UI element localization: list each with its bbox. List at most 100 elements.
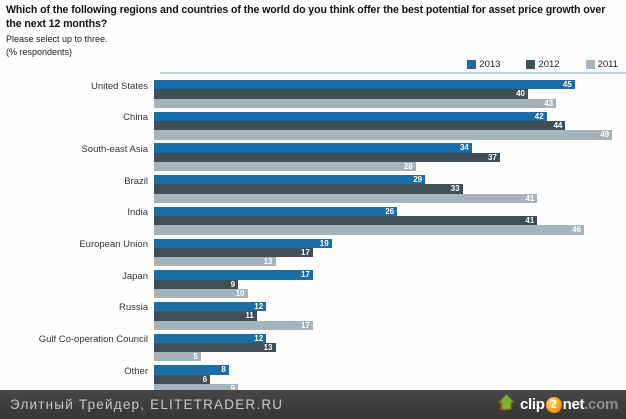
bar-value-label: 33 bbox=[450, 184, 460, 194]
bar-group: 8 6 9 bbox=[154, 365, 239, 394]
bar-2011: 17 bbox=[154, 320, 313, 330]
clip2net-badge-2: 2 bbox=[545, 396, 562, 413]
bar-group: 12 13 5 bbox=[154, 333, 276, 362]
bar-value-label: 13 bbox=[263, 257, 273, 267]
bar-value-label: 9 bbox=[230, 279, 236, 289]
legend-label: 2012 bbox=[538, 58, 560, 70]
chart-row: Russia 12 11 17 bbox=[0, 301, 626, 330]
bar-2012: 40 bbox=[154, 89, 528, 99]
bar-value-label: 5 bbox=[193, 352, 198, 362]
bar-2013: 34 bbox=[154, 143, 472, 153]
legend-label: 2013 bbox=[479, 58, 501, 70]
bar-2011: 9 bbox=[154, 383, 239, 394]
bar-value-label: 17 bbox=[300, 320, 310, 330]
bar-2011: 5 bbox=[154, 352, 201, 362]
bar-2011: 10 bbox=[154, 288, 248, 299]
category-label: Brazil bbox=[124, 175, 148, 187]
bar-value-label: 8 bbox=[221, 365, 226, 375]
chart-row: United States 45 40 43 bbox=[0, 80, 626, 108]
category-label: United States bbox=[90, 80, 148, 92]
bar-value-label: 43 bbox=[544, 98, 554, 108]
bar-group: 42 44 49 bbox=[154, 111, 613, 140]
bar-value-label: 17 bbox=[300, 270, 310, 280]
bar-2013: 26 bbox=[154, 206, 398, 217]
clip2net-text-com: .com bbox=[584, 396, 618, 413]
bar-group: 29 33 41 bbox=[154, 175, 538, 204]
chart-header: Which of the following regions and count… bbox=[0, 0, 626, 57]
bar-2013: 12 bbox=[154, 301, 267, 312]
bar-2012: 11 bbox=[154, 311, 257, 321]
legend-swatch-icon bbox=[585, 59, 595, 69]
bar-value-label: 42 bbox=[534, 111, 544, 121]
legend-label: 2011 bbox=[597, 58, 618, 70]
category-label: South-east Asia bbox=[81, 143, 148, 155]
bar-value-label: 19 bbox=[319, 238, 329, 248]
chart-row: Other 8 6 9 bbox=[0, 365, 626, 394]
footer-bar: Элитный Трейдер, ELITETRADER.RU clip 2 n… bbox=[0, 390, 626, 419]
bar-value-label: 13 bbox=[263, 342, 273, 352]
bar-value-label: 12 bbox=[254, 333, 264, 343]
legend-swatch-icon bbox=[467, 59, 477, 69]
bar-2011: 49 bbox=[154, 130, 613, 140]
legend-item-2012: 2012 bbox=[526, 58, 560, 70]
bar-2011: 46 bbox=[154, 225, 585, 235]
category-label: India bbox=[127, 207, 148, 219]
site-label: Элитный Трейдер, ELITETRADER.RU bbox=[10, 397, 284, 412]
bar-2012: 6 bbox=[154, 374, 211, 384]
category-label: Russia bbox=[118, 302, 148, 314]
bar-2011: 28 bbox=[154, 162, 416, 172]
category-label: China bbox=[123, 112, 148, 124]
chart-row: Japan 17 9 10 bbox=[0, 270, 626, 299]
bar-2012: 41 bbox=[154, 216, 538, 226]
chart-title: Which of the following regions and count… bbox=[6, 4, 606, 30]
bar-2012: 17 bbox=[154, 247, 313, 258]
bar-value-label: 44 bbox=[553, 121, 563, 131]
bar-2012: 37 bbox=[154, 152, 500, 163]
bar-value-label: 9 bbox=[230, 383, 236, 393]
chart-row: China 42 44 49 bbox=[0, 111, 626, 140]
plot-top-rule bbox=[160, 72, 626, 75]
category-label: Japan bbox=[122, 270, 148, 282]
chart-rows: United States 45 40 43 China 42 44 49 South-east… bbox=[0, 72, 626, 394]
clip2net-text-clip: clip bbox=[519, 396, 545, 413]
bar-2011: 43 bbox=[154, 98, 557, 108]
clip2net-logo[interactable]: clip 2 net .com bbox=[497, 393, 618, 416]
bar-value-label: 17 bbox=[300, 247, 310, 257]
bar-value-label: 49 bbox=[600, 130, 610, 140]
bar-2013: 17 bbox=[154, 270, 313, 280]
legend-item-2013: 2013 bbox=[467, 59, 500, 70]
bar-2013: 19 bbox=[154, 238, 332, 248]
upload-arrow-icon bbox=[497, 393, 516, 416]
bar-2012: 13 bbox=[154, 342, 276, 353]
bar-2012: 9 bbox=[154, 279, 239, 289]
bar-2013: 29 bbox=[154, 175, 426, 185]
bar-2013: 45 bbox=[154, 80, 575, 90]
bar-group: 19 17 13 bbox=[154, 238, 332, 267]
bar-value-label: 40 bbox=[516, 89, 525, 99]
bar-value-label: 45 bbox=[562, 80, 572, 90]
bar-2012: 33 bbox=[154, 184, 463, 194]
bar-2012: 44 bbox=[154, 121, 566, 131]
legend-swatch-icon bbox=[526, 59, 536, 69]
clip2net-text-net: net bbox=[562, 396, 585, 413]
bar-chart: United States 45 40 43 China 42 44 49 South-east… bbox=[0, 72, 626, 394]
chart-row: South-east Asia 34 37 28 bbox=[0, 143, 626, 172]
bar-value-label: 6 bbox=[202, 374, 208, 384]
bar-value-label: 11 bbox=[245, 311, 254, 321]
unit-note: (% respondents) bbox=[6, 47, 73, 58]
bar-value-label: 29 bbox=[413, 175, 423, 185]
legend-item-2011: 2011 bbox=[585, 58, 618, 70]
bar-group: 17 9 10 bbox=[154, 270, 313, 299]
bar-group: 45 40 43 bbox=[154, 80, 575, 108]
bar-value-label: 28 bbox=[403, 162, 413, 172]
bar-group: 26 41 46 bbox=[154, 206, 585, 235]
category-label: Gulf Co-operation Council bbox=[38, 334, 148, 346]
bar-value-label: 12 bbox=[254, 301, 264, 311]
bar-2011: 13 bbox=[154, 257, 276, 267]
bar-value-label: 46 bbox=[572, 225, 582, 235]
chart-subtitle: Please select up to three. bbox=[6, 34, 108, 45]
bar-2011: 41 bbox=[154, 193, 538, 204]
bar-group: 12 11 17 bbox=[154, 301, 313, 330]
legend: 2013 2012 2011 bbox=[0, 58, 626, 70]
